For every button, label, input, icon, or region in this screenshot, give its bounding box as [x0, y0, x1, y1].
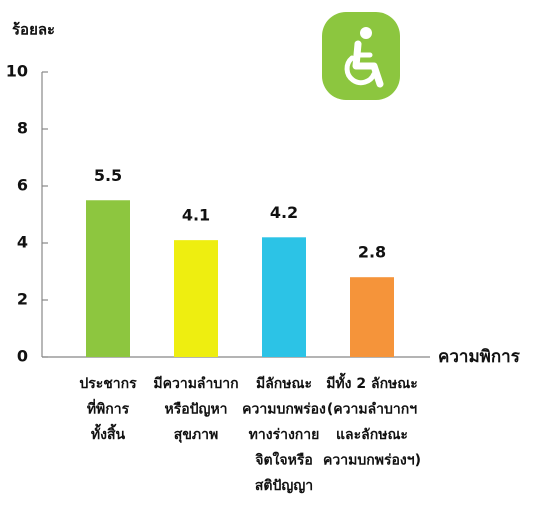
y-tick-label: 2	[17, 290, 28, 309]
y-tick-label: 8	[17, 119, 28, 138]
x-tick-label: มีทั้ง 2 ลักษณะ(ความลำบากฯและลักษณะความบ…	[323, 372, 421, 469]
y-tick-label: 6	[17, 176, 28, 195]
wheelchair-icon	[322, 12, 400, 100]
y-tick-label: 0	[17, 347, 28, 366]
bar	[350, 277, 394, 357]
data-label: 4.2	[270, 203, 298, 222]
bar	[174, 240, 218, 357]
data-label: 2.8	[358, 243, 386, 262]
data-label: 4.1	[182, 206, 210, 225]
x-tick-label: มีลักษณะความบกพร่องทางร่างกายจิตใจหรือสต…	[242, 376, 326, 494]
x-tick-label: ประชากรที่พิการทั้งสิ้น	[79, 376, 137, 443]
data-label: 5.5	[94, 166, 122, 185]
x-tick-label: มีความลำบากหรือปัญหาสุขภาพ	[153, 376, 238, 443]
y-tick-label: 4	[17, 233, 28, 252]
x-axis-label: ความพิการ	[438, 347, 521, 367]
y-tick-label: 10	[6, 62, 28, 81]
bar	[86, 200, 130, 357]
bar	[262, 237, 306, 357]
y-axis-label: ร้อยละ	[12, 21, 55, 39]
